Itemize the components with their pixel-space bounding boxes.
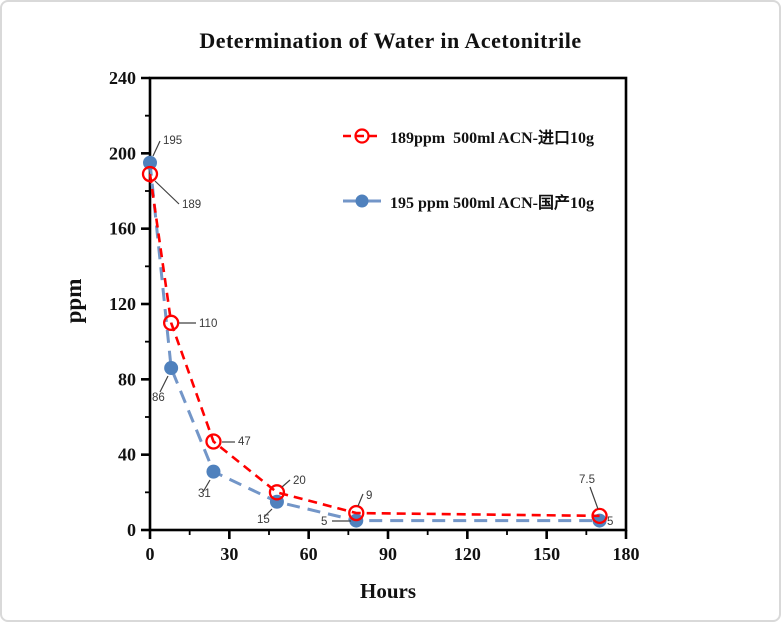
point-label-leader-line [281, 479, 291, 488]
series-domestic-point-marker [164, 361, 179, 376]
x-tick-label: 90 [379, 544, 397, 564]
x-tick-label: 120 [454, 544, 481, 564]
y-tick-label: 80 [118, 369, 136, 389]
y-axis-title: ppm [61, 278, 86, 324]
series-imported-point-marker [205, 433, 222, 450]
point-label: 195 [163, 135, 182, 147]
legend-label-domestic: 195 ppm 500ml ACN-国产10g [390, 195, 595, 212]
series-imported-point-marker [141, 165, 159, 183]
point-label: 5 [321, 516, 327, 528]
chart-title: Determination of Water in Acetonitrile [199, 28, 582, 53]
point-label-leader-line [159, 375, 169, 393]
point-label: 20 [293, 475, 306, 487]
series-imported-point-marker [163, 314, 180, 331]
red-open-circle-marker-icon [343, 128, 381, 144]
point-label: 86 [152, 392, 165, 404]
point-label: 7.5 [579, 474, 595, 486]
legend-entry-domestic: 195 ppm 500ml ACN-国产10g [341, 187, 594, 215]
series-imported-point-marker [348, 504, 365, 522]
series-imported-point-marker [591, 507, 608, 525]
point-label: 9 [366, 490, 372, 502]
series-imported-point-marker [268, 484, 286, 501]
y-tick-label: 240 [109, 68, 136, 88]
series-domestic-line [148, 162, 600, 523]
point-label: 189 [182, 199, 201, 211]
point-label: 47 [238, 436, 251, 448]
series-imported-line [148, 173, 600, 518]
point-label-leader-line [263, 508, 273, 518]
point-label: 31 [198, 488, 211, 500]
x-tick-label: 0 [146, 544, 155, 564]
series-domestic-point-marker [143, 155, 157, 170]
x-axis-title: Hours [359, 579, 416, 603]
legend-entry-imported: 189ppm 500ml ACN-进口10g [341, 122, 594, 150]
point-label: 5 [607, 516, 613, 528]
blue-filled-circle-marker-icon [343, 194, 381, 208]
y-tick-label: 40 [118, 445, 136, 465]
point-label-leader-line [154, 180, 180, 205]
point-label: 15 [257, 514, 270, 526]
series-domestic-point-marker [206, 464, 221, 479]
point-label-leader-line [589, 486, 599, 510]
y-tick-label: 160 [109, 219, 136, 239]
x-tick-label: 180 [613, 544, 640, 564]
y-tick-label: 200 [109, 143, 136, 163]
point-label: 110 [199, 318, 217, 330]
y-tick-label: 120 [109, 294, 136, 314]
point-label-leader-line [357, 493, 364, 507]
point-label-leader-line [202, 479, 211, 493]
x-tick-label: 30 [220, 544, 238, 564]
point-label-leader-line [152, 140, 161, 157]
x-tick-label: 60 [300, 544, 318, 564]
y-tick-label: 0 [127, 520, 136, 540]
legend-label-imported: 189ppm 500ml ACN-进口10g [390, 130, 595, 147]
x-tick-label: 150 [533, 544, 560, 564]
